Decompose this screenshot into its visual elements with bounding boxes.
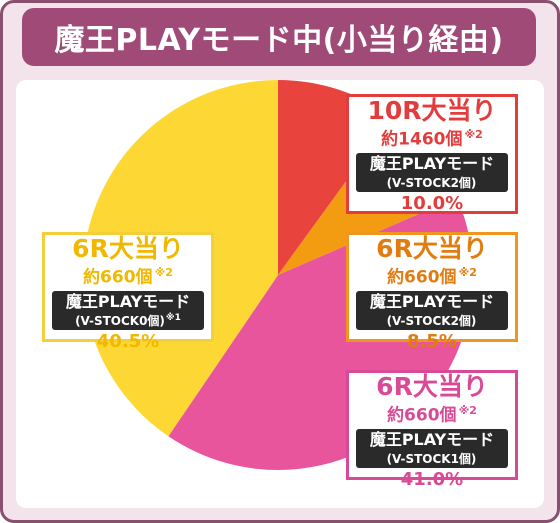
stock-count: (V-STOCK0個)※1 bbox=[75, 312, 181, 328]
callout-label: 6R大当り bbox=[376, 234, 488, 263]
callout-count: 約1460個 ※2 bbox=[381, 128, 483, 150]
callout-count: 約660個 ※2 bbox=[387, 266, 477, 288]
mode-name: 魔王PLAYモード bbox=[65, 291, 191, 311]
stock-count: (V-STOCK1個) bbox=[386, 451, 477, 466]
callout-count: 約660個 ※2 bbox=[83, 266, 173, 288]
slice-percentage: 41.0% bbox=[400, 468, 464, 490]
mode-name: 魔王PLAYモード bbox=[369, 291, 495, 311]
callout-6r-stock0: 6R大当り 約660個 ※2 魔王PLAYモード (V-STOCK0個)※1 40… bbox=[42, 232, 214, 352]
callout-label: 10R大当り bbox=[367, 96, 497, 125]
chart-title: 魔王PLAYモード中(小当り経由) bbox=[54, 23, 504, 58]
mode-badge: 魔王PLAYモード (V-STOCK2個) bbox=[356, 152, 508, 192]
mode-name: 魔王PLAYモード bbox=[369, 429, 495, 449]
callout-6r-stock2: 6R大当り 約660個 ※2 魔王PLAYモード (V-STOCK2個) 8.5% bbox=[346, 232, 518, 352]
footnote-mark: ※2 bbox=[154, 266, 173, 279]
mode-badge: 魔王PLAYモード (V-STOCK2個) bbox=[356, 290, 508, 330]
slice-percentage: 8.5% bbox=[407, 330, 457, 352]
stock-count: (V-STOCK2個) bbox=[386, 175, 477, 190]
callout-10r: 10R大当り 約1460個 ※2 魔王PLAYモード (V-STOCK2個) 10… bbox=[346, 94, 518, 214]
footnote-mark: ※2 bbox=[464, 128, 483, 141]
mode-name: 魔王PLAYモード bbox=[369, 153, 495, 173]
slice-percentage: 40.5% bbox=[96, 330, 160, 352]
callout-count: 約660個 ※2 bbox=[387, 404, 477, 426]
stock-count: (V-STOCK2個) bbox=[386, 313, 477, 328]
mode-badge: 魔王PLAYモード (V-STOCK0個)※1 bbox=[52, 290, 204, 330]
footnote-mark: ※2 bbox=[458, 266, 477, 279]
title-bar: 魔王PLAYモード中(小当り経由) bbox=[22, 8, 536, 66]
slice-percentage: 10.0% bbox=[400, 192, 464, 214]
footnote-mark: ※2 bbox=[458, 404, 477, 417]
callout-label: 6R大当り bbox=[72, 234, 184, 263]
callout-6r-stock1: 6R大当り 約660個 ※2 魔王PLAYモード (V-STOCK1個) 41.0… bbox=[346, 370, 518, 490]
callout-label: 6R大当り bbox=[376, 372, 488, 401]
mode-badge: 魔王PLAYモード (V-STOCK1個) bbox=[356, 428, 508, 468]
